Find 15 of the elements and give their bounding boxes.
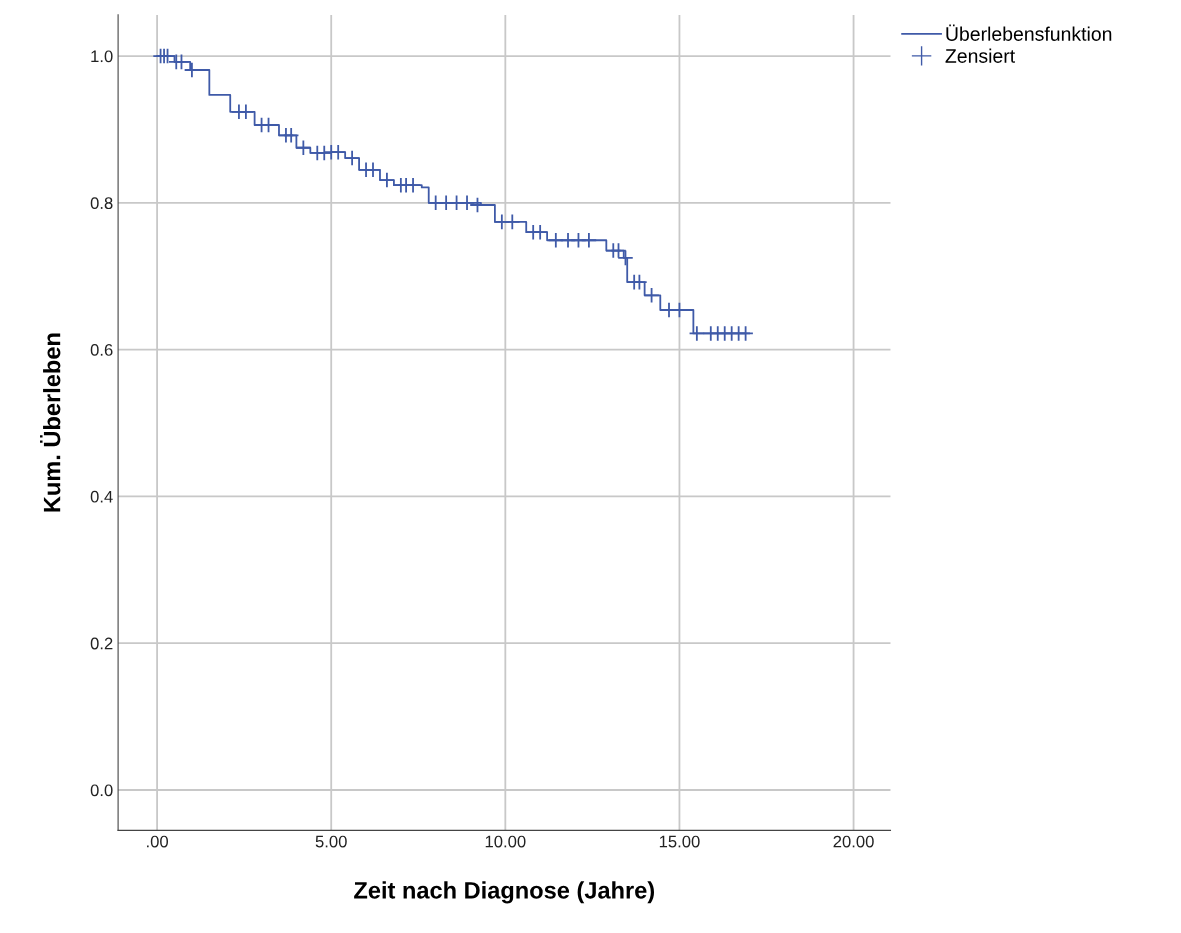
y-tick-label: 1.0 (91, 50, 113, 63)
y-tick-label: 0.2 (90, 637, 113, 650)
y-tick-label: 0.4 (90, 490, 113, 503)
x-axis-title: Zeit nach Diagnose (Jahre) (354, 881, 655, 904)
y-tick-label: 0.8 (90, 197, 113, 210)
x-tick-label: 10.00 (485, 835, 526, 848)
x-tick-label: 15.00 (659, 835, 700, 848)
y-tick-label: 0.0 (90, 784, 113, 797)
x-tick-label: .00 (147, 835, 169, 848)
legend-label: Überlebensfunktion (946, 24, 1112, 41)
legend-label: Zensiert (945, 48, 1016, 63)
y-tick-label: 0.6 (90, 344, 113, 356)
y-axis-title: Kum. Überleben (40, 333, 61, 512)
x-tick-label: 5.00 (315, 835, 347, 848)
x-tick-label: 20.00 (833, 835, 874, 848)
